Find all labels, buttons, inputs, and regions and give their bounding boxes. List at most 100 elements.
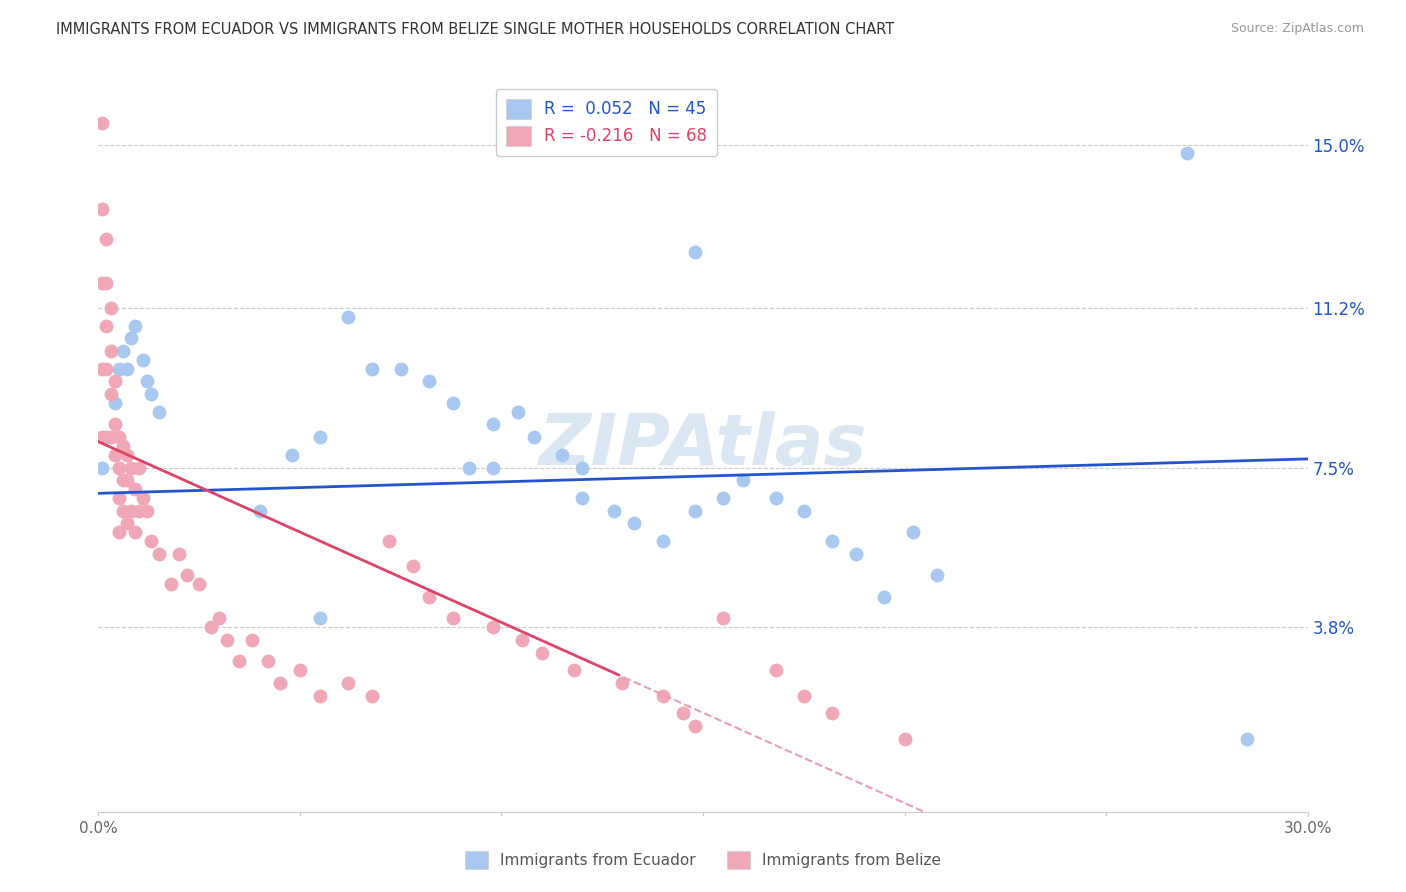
- Point: [793, 503, 815, 517]
- Point: [821, 706, 844, 720]
- Point: [103, 417, 125, 432]
- Point: [523, 430, 546, 444]
- Point: [651, 533, 673, 548]
- Point: [309, 611, 332, 625]
- Point: [337, 310, 360, 324]
- Point: [148, 404, 170, 418]
- Point: [115, 448, 138, 462]
- Point: [188, 576, 211, 591]
- Point: [124, 482, 146, 496]
- Point: [160, 576, 183, 591]
- Point: [91, 202, 114, 217]
- Point: [256, 654, 278, 668]
- Point: [458, 460, 481, 475]
- Point: [418, 375, 440, 389]
- Point: [107, 361, 129, 376]
- Point: [269, 675, 291, 690]
- Point: [845, 547, 868, 561]
- Point: [139, 387, 162, 401]
- Point: [120, 460, 142, 475]
- Point: [733, 474, 755, 488]
- Point: [482, 620, 505, 634]
- Point: [132, 491, 155, 505]
- Point: [103, 375, 125, 389]
- Point: [100, 344, 122, 359]
- Legend: R =  0.052   N = 45, R = -0.216   N = 68: R = 0.052 N = 45, R = -0.216 N = 68: [495, 88, 717, 156]
- Point: [91, 361, 114, 376]
- Point: [281, 448, 304, 462]
- Point: [228, 654, 250, 668]
- Point: [217, 632, 239, 647]
- Point: [111, 474, 134, 488]
- Point: [821, 533, 844, 548]
- Point: [91, 430, 114, 444]
- Point: [124, 318, 146, 333]
- Point: [96, 276, 118, 290]
- Point: [389, 361, 412, 376]
- Point: [132, 353, 155, 368]
- Point: [482, 460, 505, 475]
- Point: [361, 361, 384, 376]
- Point: [135, 503, 157, 517]
- Point: [100, 387, 122, 401]
- Point: [901, 524, 924, 539]
- Point: [612, 675, 634, 690]
- Point: [1236, 731, 1258, 746]
- Point: [91, 116, 114, 130]
- Point: [441, 611, 464, 625]
- Point: [176, 568, 198, 582]
- Text: Source: ZipAtlas.com: Source: ZipAtlas.com: [1230, 22, 1364, 36]
- Point: [139, 533, 162, 548]
- Point: [361, 689, 384, 703]
- Point: [418, 590, 440, 604]
- Point: [672, 706, 695, 720]
- Point: [551, 448, 574, 462]
- Point: [711, 611, 734, 625]
- Point: [135, 375, 157, 389]
- Text: IMMIGRANTS FROM ECUADOR VS IMMIGRANTS FROM BELIZE SINGLE MOTHER HOUSEHOLDS CORRE: IMMIGRANTS FROM ECUADOR VS IMMIGRANTS FR…: [56, 22, 894, 37]
- Point: [128, 503, 150, 517]
- Point: [120, 331, 142, 345]
- Point: [128, 460, 150, 475]
- Point: [603, 503, 626, 517]
- Point: [208, 611, 231, 625]
- Point: [167, 547, 190, 561]
- Point: [441, 396, 464, 410]
- Point: [288, 663, 311, 677]
- Point: [337, 675, 360, 690]
- Point: [115, 474, 138, 488]
- Point: [111, 503, 134, 517]
- Point: [103, 448, 125, 462]
- Point: [562, 663, 585, 677]
- Point: [571, 460, 593, 475]
- Point: [96, 318, 118, 333]
- Point: [711, 491, 734, 505]
- Point: [506, 404, 529, 418]
- Point: [200, 620, 222, 634]
- Point: [683, 245, 706, 260]
- Point: [402, 559, 425, 574]
- Point: [765, 491, 787, 505]
- Point: [249, 503, 271, 517]
- Point: [107, 460, 129, 475]
- Point: [100, 301, 122, 316]
- Text: ZIPAtlas: ZIPAtlas: [538, 411, 868, 481]
- Point: [510, 632, 533, 647]
- Point: [309, 689, 332, 703]
- Point: [91, 460, 114, 475]
- Point: [96, 232, 118, 246]
- Point: [115, 516, 138, 531]
- Point: [893, 731, 915, 746]
- Point: [107, 524, 129, 539]
- Point: [107, 491, 129, 505]
- Point: [96, 430, 118, 444]
- Point: [100, 430, 122, 444]
- Point: [765, 663, 787, 677]
- Point: [115, 361, 138, 376]
- Point: [623, 516, 645, 531]
- Point: [124, 524, 146, 539]
- Point: [530, 646, 553, 660]
- Point: [91, 276, 114, 290]
- Point: [103, 396, 125, 410]
- Point: [240, 632, 263, 647]
